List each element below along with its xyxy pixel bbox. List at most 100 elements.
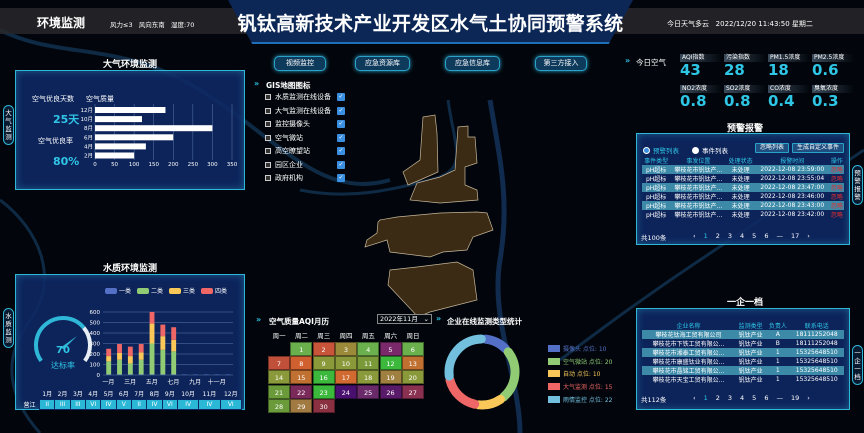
- ignore-list-button[interactable]: 忽略列表: [755, 143, 789, 153]
- month-select[interactable]: 2022年11月 ⌄: [377, 314, 432, 324]
- checkbox-checked-icon[interactable]: ✓: [337, 93, 345, 101]
- table-row[interactable]: pH超标 攀枝花市钒钛产... 未处理 2022-12-08 23:42:00 忽略: [642, 210, 844, 219]
- emergency-info-button[interactable]: 应急信息库: [445, 56, 500, 71]
- calendar-day[interactable]: 29: [290, 398, 313, 413]
- calendar-day[interactable]: 18: [357, 370, 380, 385]
- ignore-link[interactable]: 忽略: [829, 165, 844, 174]
- calendar-day[interactable]: 17: [334, 370, 357, 385]
- radio-warning-list[interactable]: 预警列表: [643, 145, 679, 155]
- calendar-day[interactable]: 20: [401, 370, 424, 385]
- legend-item[interactable]: 二类: [137, 286, 163, 295]
- checkbox-checked-icon[interactable]: ✓: [337, 133, 345, 142]
- calendar-day[interactable]: 21: [268, 384, 290, 399]
- page-button[interactable]: 3: [727, 394, 733, 402]
- page-button[interactable]: —: [776, 232, 783, 240]
- gis-layer-item[interactable]: 大气监测在线设备 ✓: [265, 106, 349, 116]
- gis-layer-item[interactable]: 高空瞭望站 ✓: [265, 146, 349, 156]
- calendar-day[interactable]: 24: [334, 384, 357, 399]
- ignore-link[interactable]: 忽略: [830, 194, 843, 201]
- table-row[interactable]: pH超标 攀枝花市钒钛产... 未处理 2022-12-08 23:55:04 忽略: [642, 174, 844, 183]
- next-page-button[interactable]: ›: [807, 232, 810, 240]
- page-button[interactable]: 3: [727, 232, 733, 240]
- prev-page-button[interactable]: ‹: [693, 232, 696, 240]
- donut-legend-item[interactable]: 大气监测 点位: 15: [548, 382, 612, 391]
- calendar-day[interactable]: 5: [379, 342, 402, 356]
- calendar-day[interactable]: 27: [401, 384, 424, 399]
- calendar-day[interactable]: 14: [268, 370, 290, 385]
- table-row[interactable]: pH超标 攀枝花市钒钛产... 未处理 2022-12-08 23:46:00 忽略: [642, 192, 844, 201]
- checkbox-checked-icon[interactable]: ✓: [337, 120, 345, 128]
- industrial-zone-map[interactable]: [364, 114, 494, 318]
- ignore-link[interactable]: 忽略: [829, 201, 844, 210]
- calendar-day[interactable]: 25: [357, 384, 380, 399]
- calendar-day[interactable]: 4: [357, 342, 380, 356]
- table-row[interactable]: 攀枝花市天宝工贸有限公... 钒钛产业 1 15325648510: [642, 375, 844, 384]
- calendar-day[interactable]: 12: [379, 356, 402, 371]
- donut-legend-item[interactable]: 空气微站 点位: 20: [548, 357, 612, 366]
- video-monitor-button[interactable]: 视频监控: [274, 56, 326, 71]
- calendar-day[interactable]: 3: [334, 342, 357, 356]
- prev-page-button[interactable]: ‹: [693, 394, 696, 402]
- side-tab-air[interactable]: 大气监测: [3, 105, 14, 145]
- calendar-day[interactable]: 8: [290, 356, 313, 371]
- checkbox-checked-icon[interactable]: ✓: [337, 174, 345, 182]
- side-tab-warning[interactable]: 预警报警: [852, 165, 863, 205]
- gis-layer-item[interactable]: 空气微站 ✓: [265, 133, 349, 143]
- page-button[interactable]: 5: [752, 394, 757, 402]
- calendar-day[interactable]: 1: [290, 342, 313, 356]
- calendar-day[interactable]: 9: [312, 356, 335, 371]
- donut-legend-item[interactable]: 雨情监控 点位: 22: [548, 395, 612, 404]
- radio-event-list[interactable]: 事件列表: [692, 145, 728, 155]
- page-button[interactable]: 1: [703, 232, 708, 240]
- checkbox-checked-icon[interactable]: ✓: [337, 147, 345, 155]
- table-row[interactable]: 攀枝花市晶铭工贸有限公... 钒钛产业 1 15325648510: [642, 366, 844, 375]
- custom-event-button[interactable]: 生成自定义事件: [792, 143, 844, 153]
- page-button[interactable]: 17: [790, 232, 800, 240]
- table-row[interactable]: pH超标 攀枝花市钒钛产... 未处理 2022-12-08 23:59:00 忽略: [642, 165, 844, 174]
- page-button[interactable]: 2: [715, 394, 720, 402]
- calendar-day[interactable]: 2: [312, 342, 335, 356]
- legend-item[interactable]: 四类: [201, 286, 227, 295]
- third-party-button[interactable]: 第三方接入: [535, 56, 587, 71]
- table-row[interactable]: pH超标 攀枝花市钒钛产... 未处理 2022-12-08 23:47:00 忽略: [642, 183, 844, 192]
- page-button[interactable]: 19: [790, 394, 800, 402]
- calendar-day[interactable]: 7: [268, 356, 290, 371]
- calendar-day[interactable]: 11: [357, 356, 380, 371]
- calendar-day[interactable]: 19: [379, 370, 402, 385]
- table-row[interactable]: 攀枝花市下铁工贸有限公... 钒钛产业 B 18111252048: [642, 339, 844, 348]
- calendar-day[interactable]: 6: [401, 342, 424, 356]
- calendar-day[interactable]: 16: [312, 370, 335, 385]
- calendar-day[interactable]: 28: [268, 398, 290, 413]
- gis-layer-item[interactable]: 园区企业 ✓: [265, 160, 349, 170]
- checkbox-checked-icon[interactable]: ✓: [337, 160, 345, 169]
- page-button[interactable]: 1: [703, 394, 708, 402]
- calendar-day[interactable]: 22: [290, 384, 313, 399]
- ignore-link[interactable]: 忽略: [830, 212, 843, 219]
- table-row[interactable]: 攀枝花市康盛钛业有限公... 钒钛产业 1 15325648510: [642, 357, 844, 366]
- page-button[interactable]: 4: [740, 394, 745, 402]
- legend-item[interactable]: 三类: [169, 286, 195, 295]
- gis-layer-item[interactable]: 水质监测在线设备 ✓: [265, 92, 349, 102]
- gis-layer-item[interactable]: 监控摄像头 ✓: [265, 119, 349, 129]
- calendar-day[interactable]: 10: [334, 356, 357, 371]
- next-page-button[interactable]: ›: [807, 394, 810, 402]
- table-row[interactable]: 攀枝花钛海工贸有限公司 钒钛产业 A 18111252048: [642, 330, 844, 339]
- page-button[interactable]: 6: [764, 232, 769, 240]
- side-tab-water[interactable]: 水质监测: [3, 308, 14, 348]
- ignore-link[interactable]: 忽略: [829, 183, 844, 192]
- side-tab-enterprise[interactable]: 一企一档: [852, 345, 863, 385]
- table-row[interactable]: 攀枝花市湘泰工贸有限公... 钒钛产业 1 15325648510: [642, 348, 844, 357]
- page-button[interactable]: 2: [715, 232, 720, 240]
- donut-legend-item[interactable]: 自动 点位: 10: [548, 369, 600, 378]
- calendar-day[interactable]: 15: [290, 370, 313, 385]
- legend-item[interactable]: 一类: [105, 286, 131, 295]
- gis-layer-item[interactable]: 政府机构 ✓: [265, 173, 349, 183]
- checkbox-checked-icon[interactable]: ✓: [337, 106, 345, 115]
- page-button[interactable]: 6: [764, 394, 769, 402]
- calendar-day[interactable]: 23: [312, 384, 335, 399]
- ignore-link[interactable]: 忽略: [830, 176, 843, 183]
- calendar-day[interactable]: 26: [379, 384, 402, 399]
- calendar-day[interactable]: 30: [312, 398, 335, 413]
- table-row[interactable]: pH超标 攀枝花市钒钛产... 未处理 2022-12-08 23:43:00 忽略: [642, 201, 844, 210]
